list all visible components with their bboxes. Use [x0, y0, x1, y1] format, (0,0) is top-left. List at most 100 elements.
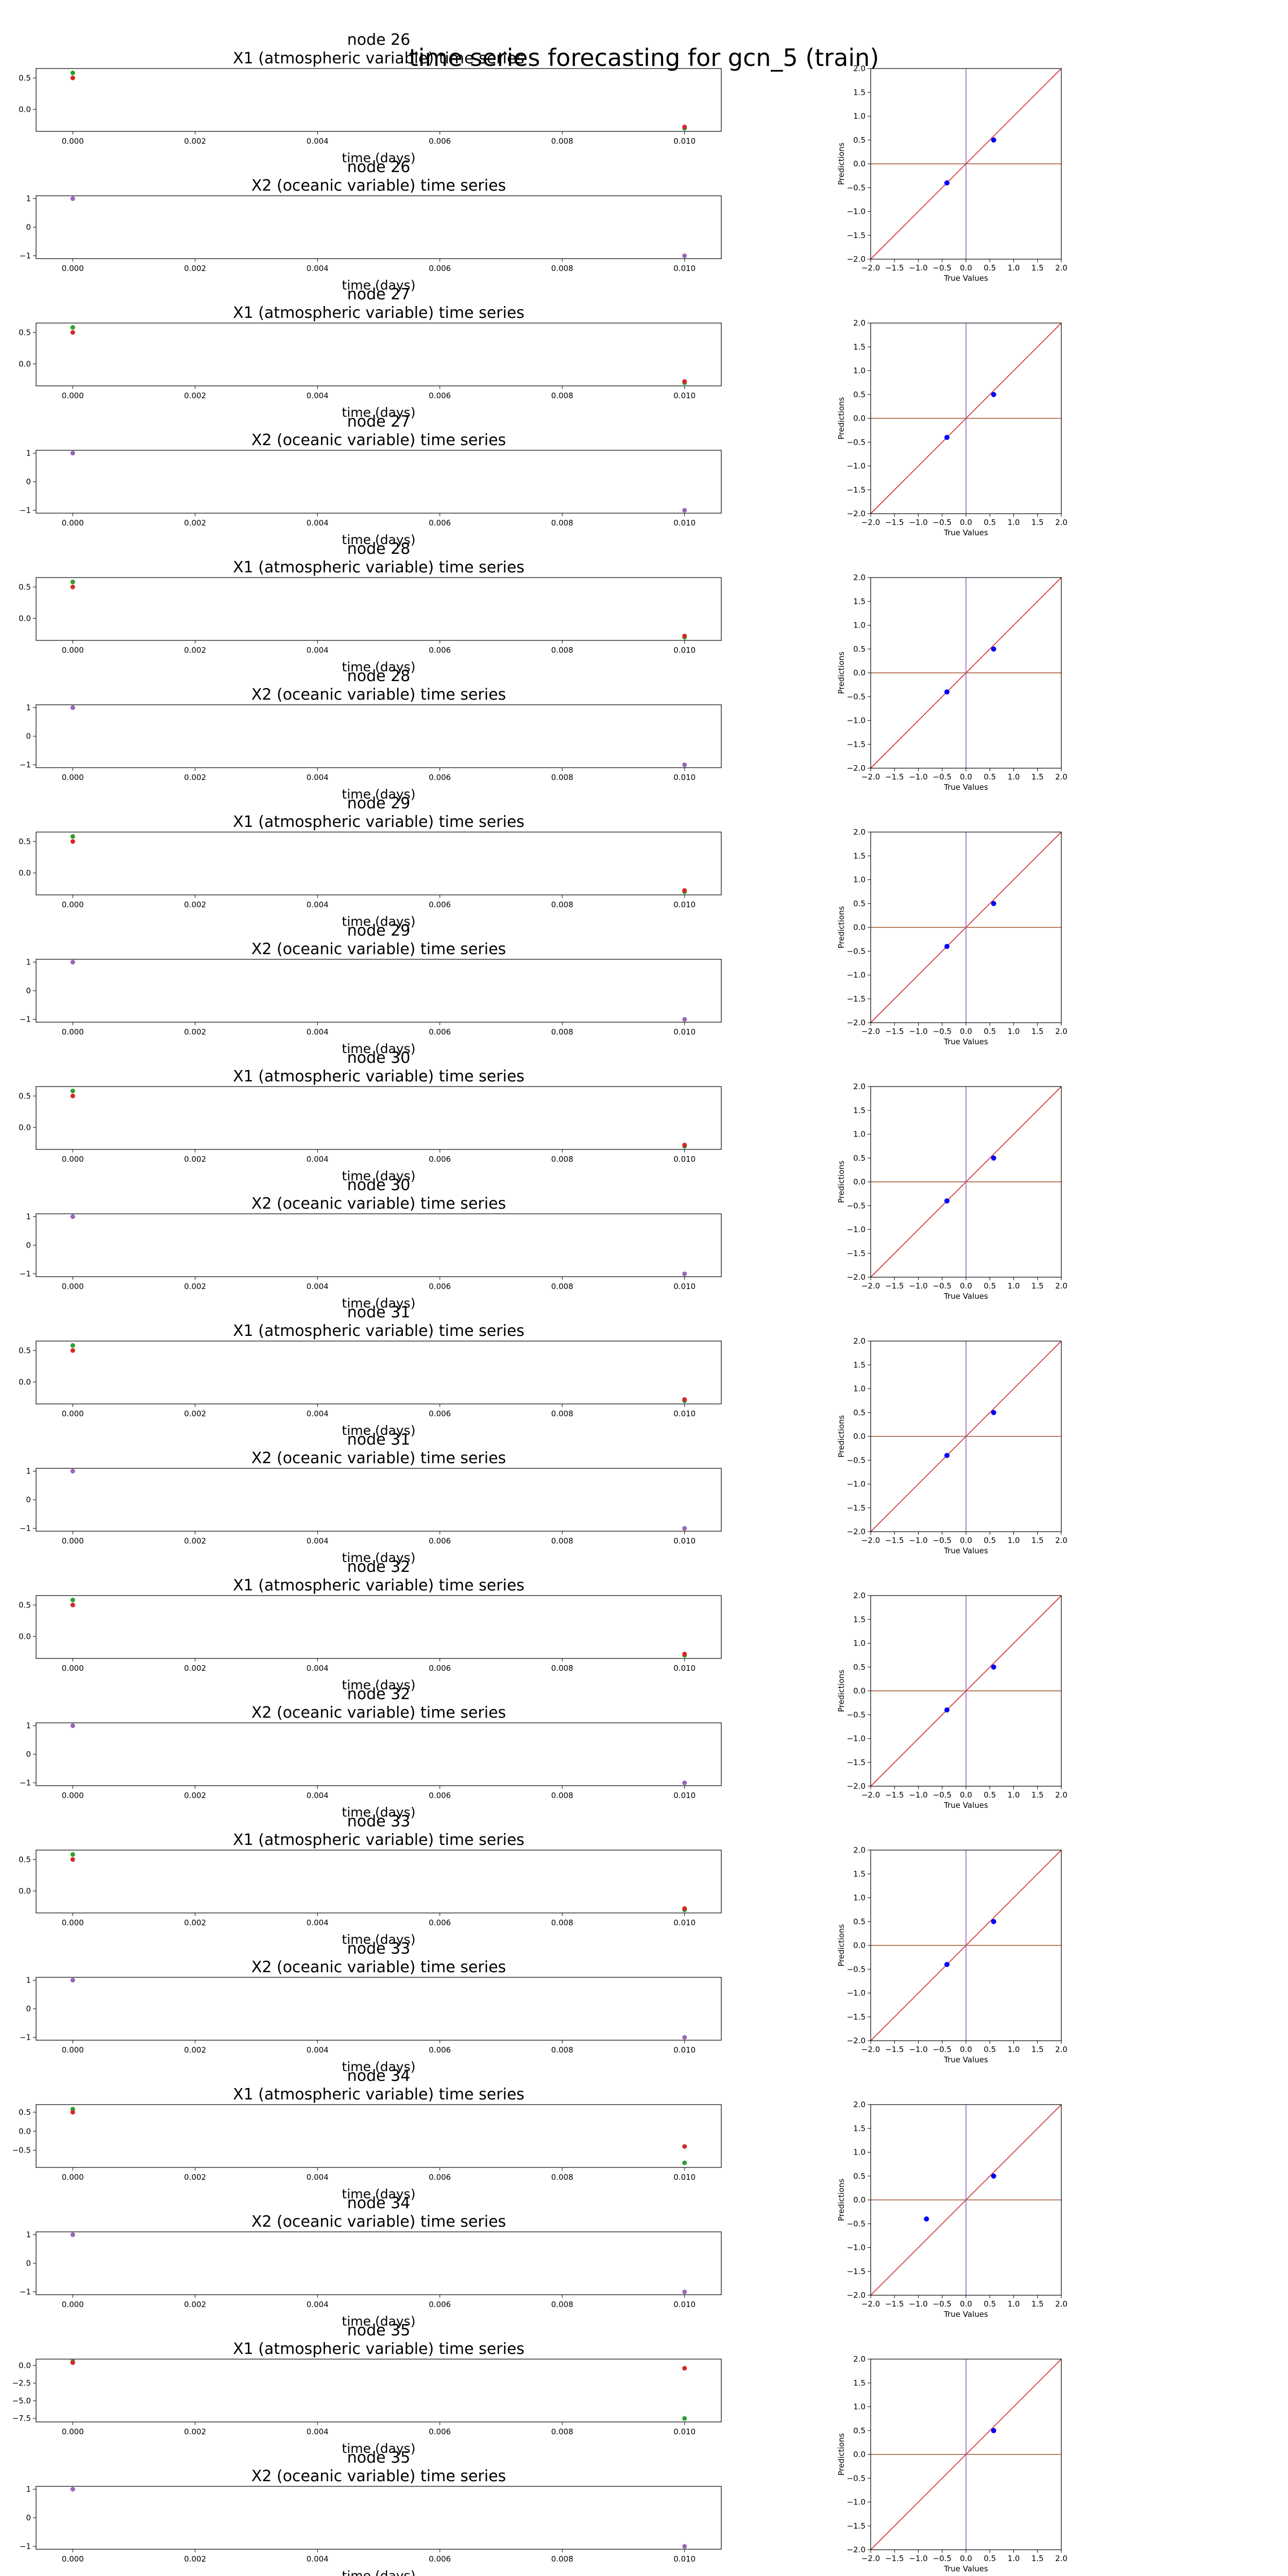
parity-panel-ytick-label: −0.5: [847, 1710, 866, 1719]
x2-panel-point-purple: [70, 2487, 75, 2492]
x2-panel-xtick-label: 0.010: [673, 1282, 696, 1291]
parity-panel-xtick-label: 0.5: [984, 263, 996, 273]
x1-panel-point-red: [70, 1602, 75, 1607]
parity-panel-xtick-label: 0.0: [960, 1790, 972, 1800]
x2-panel-xtick-label: 0.000: [62, 518, 84, 528]
parity-panel-ytick-label: 1.0: [853, 2148, 866, 2157]
x1-panel-point-red: [70, 1093, 75, 1098]
x2-panel-xtick-label: 0.010: [673, 264, 696, 273]
x2-panel-node-label: node 31: [347, 1431, 411, 1449]
parity-panel-ytick-label: −2.0: [847, 1018, 866, 1027]
parity-panel-ytick-label: −2.0: [847, 1273, 866, 1282]
parity-panel-ytick-label: −1.5: [847, 2521, 866, 2531]
parity-panel-point: [991, 1155, 996, 1161]
parity-panel-ytick-label: −1.5: [847, 231, 866, 240]
x1-panel-point-red: [682, 633, 687, 638]
parity-panel-ytick-label: −1.5: [847, 485, 866, 495]
parity-panel-xtick-label: 1.5: [1031, 1027, 1044, 1036]
x2-panel-xtick-label: 0.006: [429, 264, 451, 273]
parity-panel-ylabel: Predictions: [837, 652, 846, 694]
parity-panel-xtick-label: 1.0: [1008, 1790, 1020, 1800]
parity-panel-xtick-label: 1.0: [1008, 518, 1020, 527]
parity-panel-ytick-label: 0.0: [853, 1686, 866, 1696]
x1-panel-axes-frame: [36, 577, 722, 641]
x1-panel-axes-frame: [36, 323, 722, 386]
parity-panel-ytick-label: −1.0: [847, 1480, 866, 1489]
x1-panel-xtick-label: 0.000: [62, 2427, 84, 2436]
parity-panel-point: [991, 2428, 996, 2433]
x2-panel-title: X2 (oceanic variable) time series: [251, 431, 506, 449]
x2-panel-xtick-label: 0.008: [551, 1027, 573, 1037]
parity-panel-ytick-label: 1.5: [853, 2378, 866, 2387]
x2-panel-xtick-label: 0.000: [62, 2045, 84, 2055]
parity-panel-ytick-label: 0.5: [853, 1154, 866, 1163]
x2-panel-axes-frame: [36, 704, 722, 768]
parity-panel-xtick-label: 2.0: [1055, 1536, 1067, 1545]
parity-panel-ytick-label: 0.5: [853, 1663, 866, 1672]
x1-panel-point-green: [682, 2416, 687, 2421]
x1-panel-xtick-label: 0.002: [184, 1918, 206, 1927]
x2-panel-ytick-label: 1: [26, 449, 31, 458]
x2-panel-xlabel: time (days): [342, 787, 416, 802]
parity-panel-point: [944, 180, 950, 185]
x1-panel-xtick-label: 0.002: [184, 646, 206, 655]
parity-panel-ytick-label: 1.5: [853, 342, 866, 351]
parity-panel-ytick-label: 2.0: [853, 1336, 866, 1346]
parity-panel-ytick-label: 1.0: [853, 1130, 866, 1139]
x1-panel-axes-frame: [36, 68, 722, 132]
x1-panel-xtick-label: 0.004: [307, 646, 329, 655]
x1-panel-title: X1 (atmospheric variable) time series: [233, 2340, 524, 2358]
x2-panel-title: X2 (oceanic variable) time series: [251, 1704, 506, 1722]
parity-panel-xtick-label: −1.5: [885, 1281, 904, 1291]
x1-panel-xtick-label: 0.010: [673, 137, 696, 146]
x1-panel-xtick-label: 0.010: [673, 1664, 696, 1673]
x2-panel-point-purple: [70, 2232, 75, 2238]
x2-panel-ytick-label: −1: [20, 1269, 31, 1278]
x1-panel-xtick-label: 0.000: [62, 1155, 84, 1164]
x2-panel-title: X2 (oceanic variable) time series: [251, 940, 506, 958]
x2-panel-ytick-label: −1: [20, 1014, 31, 1024]
x1-panel-xtick-label: 0.000: [62, 900, 84, 909]
parity-panel-ytick-label: −1.5: [847, 2012, 866, 2022]
x2-panel-xtick-label: 0.010: [673, 2045, 696, 2055]
x1-panel-ytick-label: 0.0: [19, 359, 31, 368]
x2-panel-point-purple: [682, 253, 687, 258]
x1-panel-xtick-label: 0.006: [429, 1664, 451, 1673]
parity-panel-xtick-label: −0.5: [933, 1536, 952, 1545]
x2-panel-node-label: node 30: [347, 1176, 411, 1194]
parity-panel-xtick-label: −1.5: [885, 772, 904, 782]
parity-panel-xtick-label: 1.5: [1031, 1281, 1044, 1291]
x1-panel-axes-frame: [36, 832, 722, 895]
x2-panel-ytick-label: 0: [26, 1495, 31, 1504]
parity-panel-ytick-label: 1.0: [853, 1384, 866, 1394]
x1-panel-node-label: node 29: [347, 794, 411, 812]
x2-panel-xtick-label: 0.000: [62, 773, 84, 782]
parity-panel-ytick-label: 2.0: [853, 827, 866, 837]
parity-panel-xtick-label: 0.0: [960, 518, 972, 527]
x1-panel-title: X1 (atmospheric variable) time series: [233, 813, 524, 831]
x2-panel-ytick-label: 1: [26, 1467, 31, 1476]
x1-panel-xlabel: time (days): [342, 1168, 416, 1183]
parity-panel-xtick-label: 0.0: [960, 1027, 972, 1036]
parity-panel-ytick-label: −1.0: [847, 1225, 866, 1234]
parity-panel-xtick-label: −1.5: [885, 2554, 904, 2563]
x1-panel-point-red: [682, 888, 687, 893]
x1-panel-ytick-label: 0.5: [19, 1600, 31, 1609]
parity-panel-ytick-label: 1.0: [853, 621, 866, 630]
parity-panel-ytick-label: 1.0: [853, 875, 866, 885]
parity-panel-ytick-label: 1.0: [853, 2402, 866, 2412]
x2-panel-axes-frame: [36, 1977, 722, 2041]
parity-panel-point: [944, 1962, 950, 1967]
parity-panel-ytick-label: 0.5: [853, 2426, 866, 2435]
parity-panel-xtick-label: 1.5: [1031, 772, 1044, 782]
x1-panel-xtick-label: 0.002: [184, 137, 206, 146]
parity-panel-xtick-label: 0.0: [960, 772, 972, 782]
parity-panel-ytick-label: −0.5: [847, 183, 866, 192]
x2-panel-ytick-label: 0: [26, 477, 31, 486]
x1-panel-point-red: [70, 584, 75, 589]
x1-panel-xtick-label: 0.006: [429, 1155, 451, 1164]
